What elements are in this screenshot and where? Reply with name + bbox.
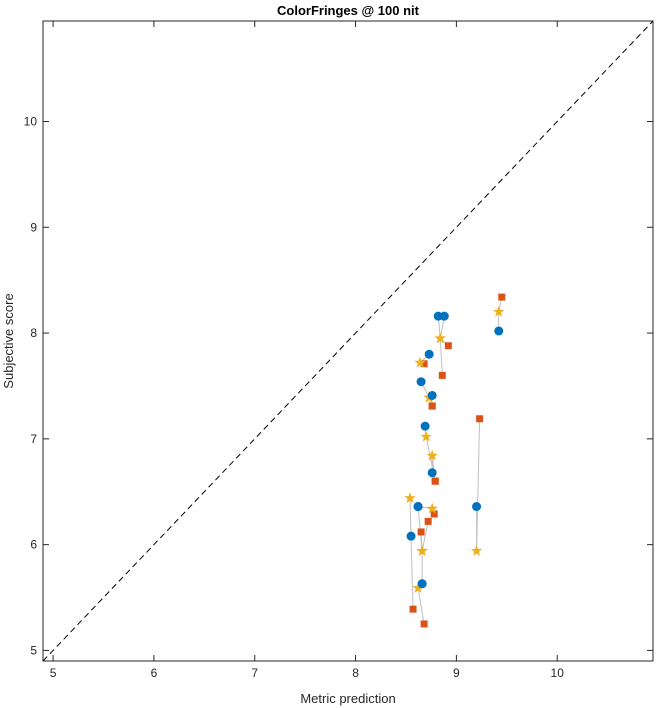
square-marker [420,620,428,628]
circle-marker [420,421,430,431]
y-tick-label: 10 [24,114,38,128]
square-marker [409,605,417,613]
y-tick-label: 7 [30,432,37,446]
circle-marker [494,326,504,336]
square-marker [476,415,484,423]
square-marker [430,510,438,518]
square-marker [438,371,446,379]
circle-marker [472,502,482,512]
circle-marker [427,390,437,400]
star-marker [426,502,438,514]
star-marker [404,492,416,503]
y-tick-label: 5 [30,643,37,657]
circle-marker [406,531,416,541]
y-tick-label: 8 [30,326,37,340]
reference-line-group [42,20,654,662]
star-marker [434,332,446,344]
square-marker [424,517,432,525]
square-marker [444,342,452,350]
square-marker [428,402,436,410]
circle-marker [427,468,437,478]
star-marker [416,544,428,556]
axis-ticks-group: 5 6 7 8 9 10 5 6 7 8 9 10 [24,21,653,680]
reference-line [42,20,654,662]
circle-marker [413,502,423,512]
circle-marker [424,349,434,359]
star-marker [414,356,426,368]
x-tick-label: 10 [551,666,565,680]
square-marker [417,528,425,536]
star-marker [426,449,438,461]
x-tick-label: 5 [50,666,57,680]
star-marker [412,582,424,593]
square-marker [431,477,439,485]
star-marker [470,544,483,556]
square-marker [420,360,428,368]
y-axis-label: Subjective score [1,293,16,388]
y-tick-label: 9 [30,220,37,234]
data-markers-group [404,293,506,628]
x-tick-label: 8 [352,666,359,680]
chart-title: ColorFringes @ 100 nit [277,3,420,18]
x-tick-label: 7 [251,666,258,680]
x-axis-label: Metric prediction [300,691,395,706]
star-marker [420,430,432,442]
square-marker [498,293,506,301]
star-marker [493,305,505,317]
circle-marker [417,579,427,589]
x-tick-label: 9 [453,666,460,680]
circle-marker [416,377,426,387]
y-tick-label: 6 [30,538,37,552]
circle-marker [439,311,449,321]
x-tick-label: 6 [151,666,158,680]
